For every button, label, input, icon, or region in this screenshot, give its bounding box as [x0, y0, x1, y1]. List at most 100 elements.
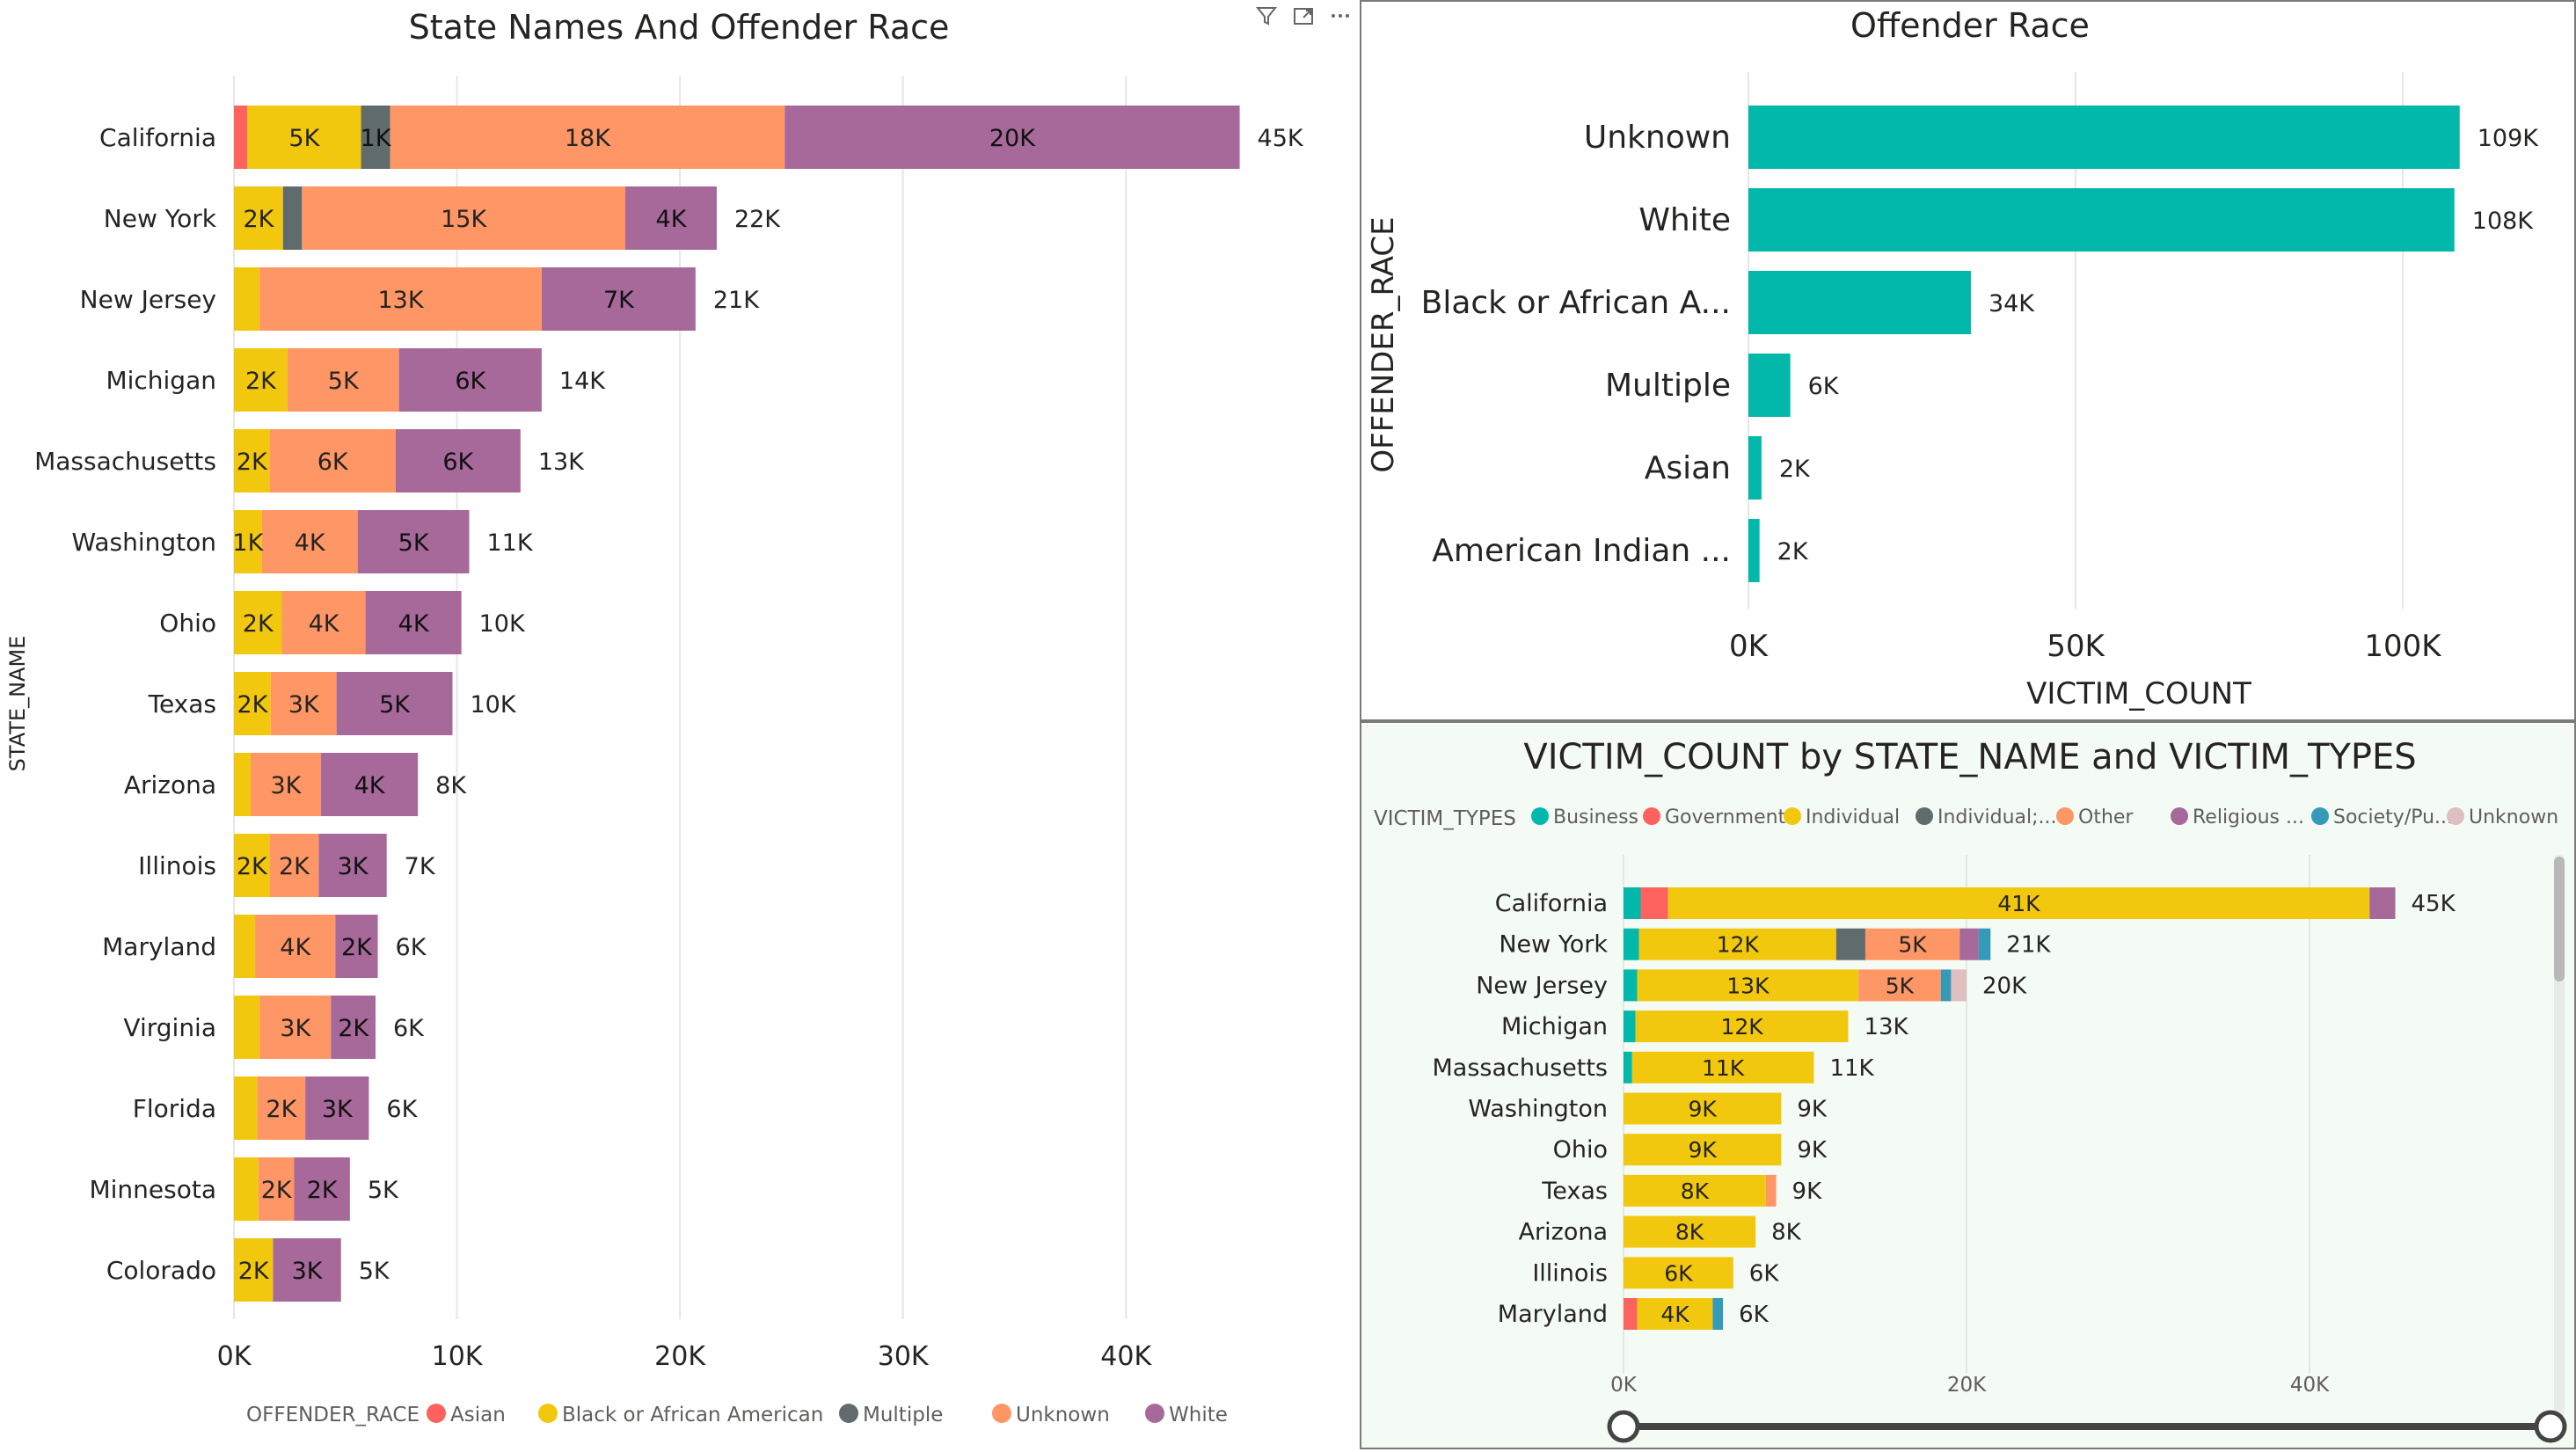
bar-segment[interactable] — [1637, 1298, 1713, 1330]
bar-segment[interactable] — [1624, 1011, 1636, 1043]
bar-segment[interactable] — [1638, 928, 1836, 960]
bar-segment[interactable] — [1637, 969, 1859, 1002]
bar-segment[interactable] — [234, 429, 270, 493]
bar-segment[interactable] — [234, 672, 271, 735]
bar[interactable] — [1748, 436, 1762, 500]
legend-item-label[interactable]: Individual;... — [1937, 806, 2057, 828]
bar[interactable] — [1748, 106, 2460, 169]
bar-segment[interactable] — [282, 186, 303, 250]
bar-segment[interactable] — [365, 591, 462, 654]
bar-segment[interactable] — [261, 510, 358, 573]
bar-segment[interactable] — [270, 672, 337, 735]
bar-segment[interactable] — [294, 1157, 350, 1221]
bar[interactable] — [1748, 519, 1760, 582]
bar-segment[interactable] — [1624, 1174, 1766, 1207]
bar-segment[interactable] — [234, 510, 262, 573]
bar-segment[interactable] — [273, 1238, 341, 1302]
legend-item-label[interactable]: Individual — [1806, 806, 1900, 828]
bar-segment[interactable] — [320, 753, 419, 816]
bar-segment[interactable] — [234, 267, 260, 331]
bar[interactable] — [1748, 271, 1971, 334]
bar-segment[interactable] — [1978, 928, 1991, 960]
bar-segment[interactable] — [1640, 887, 1668, 919]
bar-segment[interactable] — [541, 267, 696, 331]
legend-item-label[interactable]: White — [1169, 1404, 1228, 1426]
bar-segment[interactable] — [1631, 1051, 1814, 1084]
scrollbar-thumb[interactable] — [2554, 857, 2565, 981]
bar-segment[interactable] — [1858, 969, 1941, 1002]
bar[interactable] — [1748, 354, 1791, 417]
bar-segment[interactable] — [247, 106, 361, 169]
zoom-slider-end-handle[interactable] — [2534, 1410, 2567, 1443]
bar-segment[interactable] — [1635, 1011, 1849, 1043]
bar-segment[interactable] — [269, 429, 396, 493]
bar-segment[interactable] — [1624, 1298, 1638, 1330]
zoom-slider-start-handle[interactable] — [1607, 1410, 1640, 1443]
bar-segment[interactable] — [234, 753, 252, 816]
bar-segment[interactable] — [234, 1076, 258, 1140]
bar-segment[interactable] — [2369, 887, 2396, 919]
bar-segment[interactable] — [234, 1157, 259, 1221]
bar-segment[interactable] — [1624, 1215, 1756, 1248]
bar-segment[interactable] — [259, 267, 542, 331]
chart-visual-state-offender-race[interactable]: State Names And Offender Race STATE_NAME… — [0, 0, 1360, 1452]
legend-item-label[interactable]: Business — [1553, 806, 1638, 828]
bar-segment[interactable] — [234, 186, 283, 250]
bar-segment[interactable] — [234, 996, 260, 1059]
bar-segment[interactable] — [1624, 969, 1638, 1002]
bar[interactable] — [1748, 188, 2455, 252]
bar-segment[interactable] — [784, 106, 1240, 169]
legend-item-label[interactable]: Other — [2078, 806, 2134, 828]
bar-segment[interactable] — [1765, 1174, 1777, 1207]
bar-segment[interactable] — [361, 106, 390, 169]
bar-segment[interactable] — [234, 591, 282, 654]
bar-segment[interactable] — [336, 672, 453, 735]
chart-visual-victim-types[interactable]: VICTIM_COUNT by STATE_NAME and VICTIM_TY… — [1360, 721, 2576, 1449]
bar-segment[interactable] — [259, 996, 332, 1059]
chart-visual-offender-race[interactable]: Offender Race OFFENDER_RACE VICTIM_COUNT… — [1360, 0, 2576, 721]
x-axis-zoom-slider[interactable] — [1607, 1410, 2567, 1443]
bar-segment[interactable] — [1959, 928, 1979, 960]
bar-segment[interactable] — [318, 834, 387, 897]
bar-segment[interactable] — [234, 834, 270, 897]
bar-segment[interactable] — [1624, 887, 1641, 919]
scrollbar-track[interactable] — [2554, 855, 2565, 1418]
bar-segment[interactable] — [305, 1076, 369, 1140]
bar-segment[interactable] — [1940, 969, 1952, 1002]
bar-segment[interactable] — [398, 348, 542, 412]
bar-segment[interactable] — [234, 915, 256, 978]
bar-segment[interactable] — [1624, 1257, 1733, 1289]
legend-item-label[interactable]: Asian — [450, 1404, 506, 1426]
bar-segment[interactable] — [1835, 928, 1865, 960]
bar-segment[interactable] — [234, 348, 288, 412]
legend-item-label[interactable]: Black or African American — [562, 1404, 823, 1426]
bar-segment[interactable] — [255, 915, 336, 978]
bar-segment[interactable] — [395, 429, 521, 493]
bar-segment[interactable] — [234, 1238, 274, 1302]
bar-segment[interactable] — [1624, 928, 1639, 960]
bar-segment[interactable] — [1624, 1092, 1782, 1125]
bar-segment[interactable] — [251, 753, 321, 816]
more-options-icon[interactable] — [1328, 4, 1353, 32]
legend-item-label[interactable]: Unknown — [1016, 1404, 1110, 1426]
legend-item-label[interactable]: Society/Pu... — [2333, 806, 2453, 828]
bar-segment[interactable] — [234, 106, 248, 169]
bar-segment[interactable] — [302, 186, 625, 250]
bar-segment[interactable] — [1667, 887, 2370, 919]
legend-item-label[interactable]: Government — [1665, 806, 1786, 828]
bar-segment[interactable] — [257, 1076, 306, 1140]
bar-segment[interactable] — [1712, 1298, 1724, 1330]
bar-segment[interactable] — [331, 996, 376, 1059]
bar-segment[interactable] — [281, 591, 366, 654]
bar-segment[interactable] — [624, 186, 717, 250]
focus-mode-icon[interactable] — [1291, 4, 1316, 32]
bar-segment[interactable] — [357, 510, 470, 573]
vertical-scrollbar[interactable] — [2554, 855, 2565, 1418]
legend-item-label[interactable]: Multiple — [863, 1404, 943, 1426]
bar-segment[interactable] — [287, 348, 399, 412]
bar-segment[interactable] — [390, 106, 785, 169]
bar-segment[interactable] — [335, 915, 378, 978]
bar-segment[interactable] — [1864, 928, 1960, 960]
bar-segment[interactable] — [1951, 969, 1967, 1002]
bar-segment[interactable] — [1624, 1051, 1632, 1084]
